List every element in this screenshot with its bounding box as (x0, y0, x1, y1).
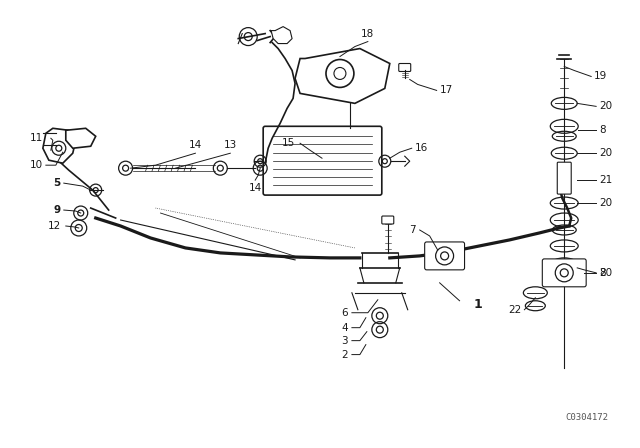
Text: 1: 1 (473, 298, 482, 311)
Text: 16: 16 (415, 143, 428, 153)
Text: 20: 20 (599, 148, 612, 158)
Text: 14: 14 (248, 183, 262, 193)
Text: 4: 4 (341, 323, 348, 333)
Text: 14: 14 (189, 140, 202, 150)
Text: 15: 15 (282, 138, 295, 148)
Polygon shape (295, 48, 390, 103)
Polygon shape (43, 128, 76, 163)
Polygon shape (271, 26, 292, 43)
Text: 20: 20 (599, 268, 612, 278)
Text: C0304172: C0304172 (566, 413, 609, 422)
Text: 17: 17 (440, 86, 453, 95)
Text: 8: 8 (599, 268, 605, 278)
Text: 11: 11 (29, 133, 43, 143)
Text: 6: 6 (341, 308, 348, 318)
FancyBboxPatch shape (399, 64, 411, 72)
Text: 5: 5 (54, 178, 61, 188)
FancyBboxPatch shape (542, 259, 586, 287)
FancyBboxPatch shape (557, 162, 572, 194)
Text: 20: 20 (599, 101, 612, 112)
Text: 2: 2 (341, 349, 348, 360)
Text: 20: 20 (599, 198, 612, 208)
Text: 22: 22 (508, 305, 522, 315)
Text: 8: 8 (599, 125, 605, 135)
Polygon shape (66, 128, 96, 148)
Text: 13: 13 (223, 140, 237, 150)
Text: 12: 12 (47, 221, 61, 231)
FancyBboxPatch shape (263, 126, 382, 195)
FancyBboxPatch shape (425, 242, 465, 270)
Text: 9: 9 (54, 205, 61, 215)
Text: 21: 21 (599, 175, 612, 185)
Text: 18: 18 (361, 29, 374, 39)
Text: 3: 3 (341, 336, 348, 346)
Text: 10: 10 (29, 160, 43, 170)
FancyBboxPatch shape (382, 216, 394, 224)
Text: 19: 19 (594, 72, 607, 82)
Text: 7: 7 (409, 225, 416, 235)
